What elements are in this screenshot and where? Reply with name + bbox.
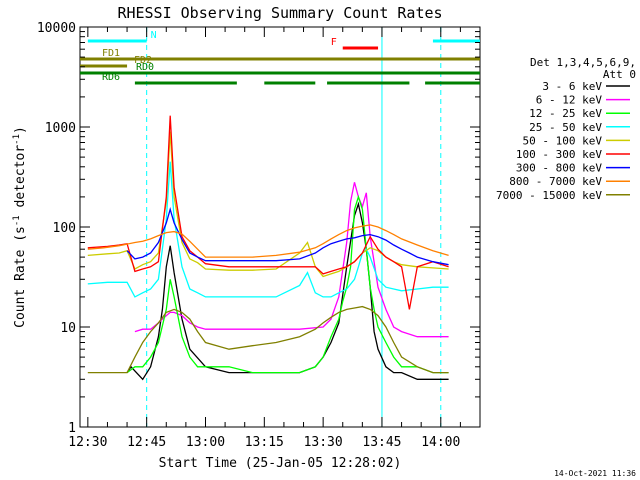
legend-label-5: 100 - 300 keV	[516, 148, 602, 161]
annotation-label-rd0: RD0	[136, 62, 154, 73]
chart-title: RHESSI Observing Summary Count Rates	[117, 4, 442, 22]
y-label-sup: -1	[12, 215, 22, 226]
series-line-4	[87, 131, 449, 278]
legend-label-8: 7000 - 15000 keV	[496, 189, 602, 202]
y-label-part: Count Rate (s	[13, 226, 28, 328]
series-line-6	[126, 207, 449, 266]
x-tick-label-0: 12:30	[68, 435, 107, 450]
legend-title-1: Att 0	[603, 68, 636, 81]
footer-timestamp: 14-Oct-2021 11:36	[554, 469, 636, 478]
y-label-mid: detector	[13, 145, 28, 216]
legend-label-4: 50 - 100 keV	[523, 134, 603, 147]
annotation-label-fd1: FD1	[102, 48, 120, 59]
annotation-label-fd2: FD2	[134, 55, 152, 66]
legend-label-2: 12 - 25 keV	[529, 107, 602, 120]
series-line-2	[126, 194, 449, 374]
x-tick-label-1: 12:45	[127, 435, 166, 450]
legend-label-7: 800 - 7000 keV	[509, 175, 602, 188]
y-axis-label: Count Rate (s-1 detector-1)	[12, 126, 28, 328]
series-line-1	[134, 182, 449, 338]
series-line-3	[87, 161, 449, 298]
legend-label-6: 300 - 800 keV	[516, 162, 602, 175]
y-label-end: )	[13, 126, 28, 134]
series-line-7	[87, 224, 449, 258]
annotation-label-n: N	[151, 30, 157, 41]
series-group	[87, 115, 449, 381]
y-tick-label-3: 1000	[45, 121, 76, 136]
y-label-sup2: -1	[12, 134, 22, 145]
y-tick-label-2: 100	[53, 221, 76, 236]
x-tick-label-3: 13:15	[245, 435, 284, 450]
x-tick-label-4: 13:30	[304, 435, 343, 450]
x-ticks: 12:30 12:45 13:00 13:15 13:30 13:45 14:00	[68, 27, 481, 450]
legend-label-1: 6 - 12 keV	[536, 94, 603, 107]
legend-label-3: 25 - 50 keV	[529, 121, 602, 134]
vertical-lines	[146, 27, 442, 427]
y-ticks: 1 10 100 1000 10000	[37, 21, 480, 436]
x-axis-label: Start Time (25-Jan-05 12:28:02)	[159, 456, 402, 471]
x-tick-label-2: 13:00	[186, 435, 225, 450]
annotation-label-rd6: RD6	[102, 72, 120, 83]
y-tick-label-1: 10	[60, 321, 76, 336]
legend-title-0: Det 1,3,4,5,6,9,	[530, 56, 636, 69]
x-tick-label-6: 14:00	[421, 435, 460, 450]
annotation-label-f: F	[331, 37, 337, 48]
series-line-8	[87, 305, 449, 374]
legend-label-0: 3 - 6 keV	[542, 80, 602, 93]
y-tick-label-0: 1	[68, 421, 76, 436]
series-line-5	[87, 115, 449, 310]
y-tick-label-4: 10000	[37, 21, 76, 36]
x-tick-label-5: 13:45	[362, 435, 401, 450]
